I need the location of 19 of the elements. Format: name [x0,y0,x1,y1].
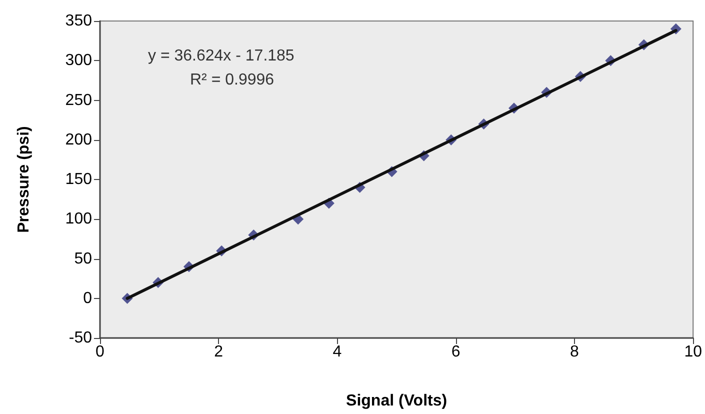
x-tick-label: 10 [684,344,702,360]
x-tick-label: 8 [570,344,580,360]
y-tick-label: 350 [65,12,92,30]
x-tick-label: 2 [214,344,224,360]
annotation: R² = 0.9996 [190,72,274,88]
annotation: y = 36.624x - 17.185 [148,48,294,64]
y-tick-label: 150 [65,171,92,188]
y-tick-label: 200 [65,131,92,148]
x-tick-label: 4 [332,344,342,360]
x-tick-label: 0 [96,344,105,360]
y-tick-label: -50 [68,330,92,346]
y-tick-label: 250 [65,92,92,109]
y-tick-label: 0 [83,290,92,307]
y-tick-label: 100 [65,210,92,228]
y-tick-label: 300 [65,52,92,70]
x-axis-title: Signal (Volts) [346,392,448,410]
y-axis-title: Pressure (psi) [16,126,32,233]
x-tick-label: 6 [451,344,460,360]
y-tick-label: 50 [74,250,92,268]
